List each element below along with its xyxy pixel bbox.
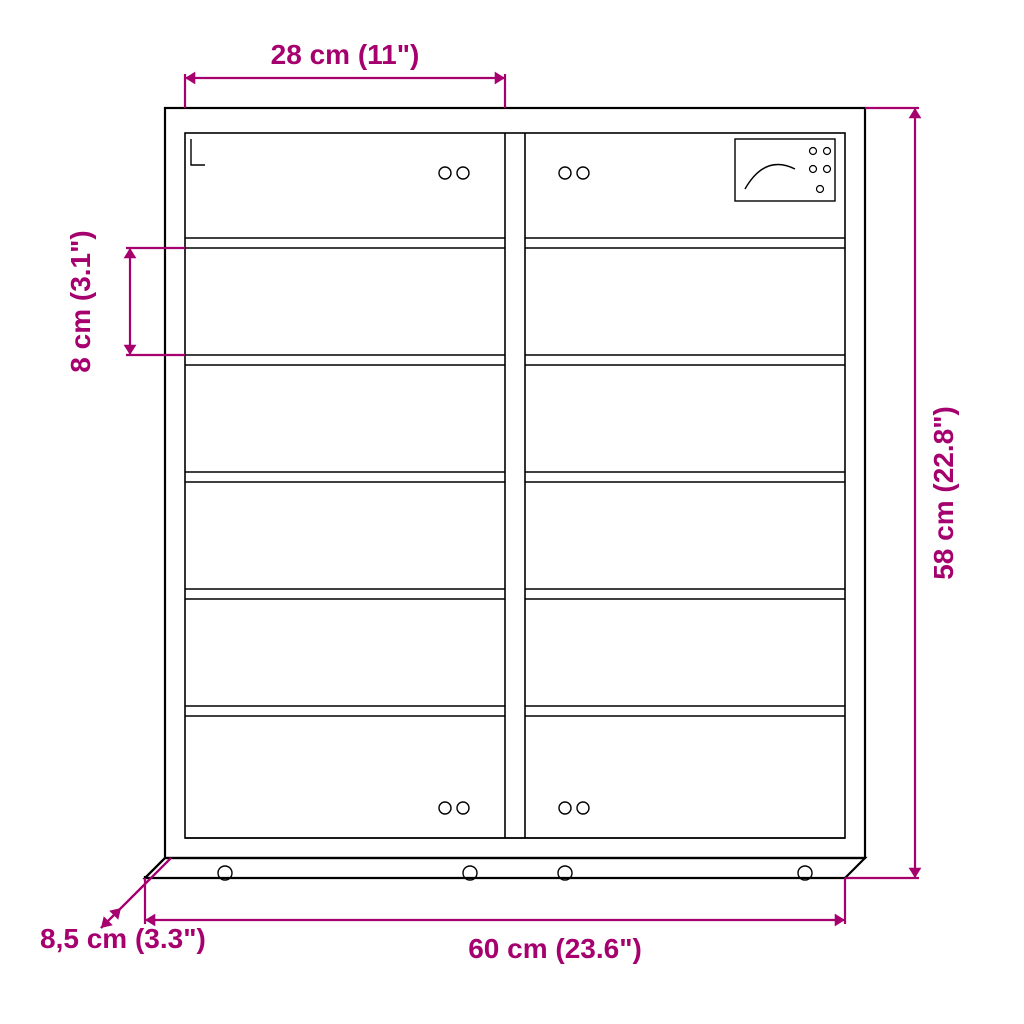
dimension-label: 8,5 cm (3.3") [40,923,206,954]
mount-bracket [735,139,835,201]
dimension-label: 60 cm (23.6") [468,933,642,964]
mount-hole-icon [824,148,831,155]
hole-icon [439,802,451,814]
hole-icon [439,167,451,179]
mount-bracket-detail [745,165,795,190]
mount-hole-icon [817,186,824,193]
extension-line [101,878,151,928]
cabinet-back-face [165,108,865,858]
dimension-label: 28 cm (11") [271,39,420,70]
hole-icon [577,802,589,814]
dimension-label: 8 cm (3.1") [65,230,96,372]
dimension-label: 58 cm (22.8") [928,406,959,580]
bracket-icon [191,139,205,165]
hole-icon [559,167,571,179]
hole-icon [457,167,469,179]
mount-hole-icon [810,166,817,173]
cabinet-bottom-3d [145,858,865,878]
dimension-diagram: 28 cm (11") 8 cm (3.1") 8,5 cm (3.3") 60 cm… [0,0,1024,1024]
hole-icon [577,167,589,179]
hole-icon [457,802,469,814]
mount-hole-icon [810,148,817,155]
mount-hole-icon [824,166,831,173]
hole-icon [559,802,571,814]
